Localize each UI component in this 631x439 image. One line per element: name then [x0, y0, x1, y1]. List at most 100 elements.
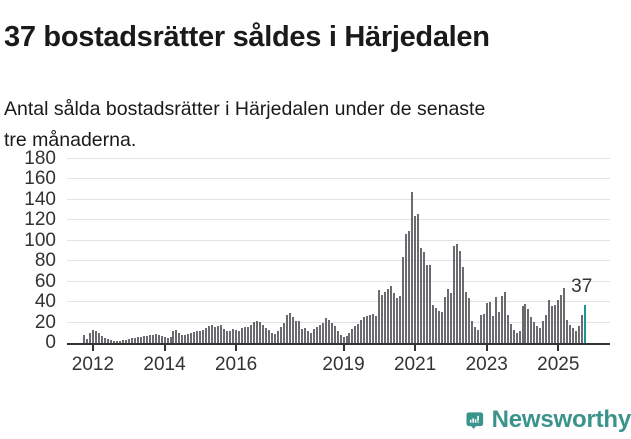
- bar: [491, 316, 494, 343]
- x-axis-tick-label: 2023: [465, 354, 508, 375]
- bar: [446, 288, 449, 343]
- bar: [312, 328, 315, 343]
- bar: [357, 323, 360, 343]
- bar: [366, 316, 369, 343]
- bar: [178, 332, 181, 343]
- bar: [181, 334, 184, 343]
- bar: [94, 330, 97, 343]
- bar: [88, 332, 91, 343]
- bar: [420, 247, 423, 343]
- bar: [184, 334, 187, 343]
- gridline: [67, 260, 610, 262]
- bar: [127, 338, 130, 343]
- bar: [217, 325, 220, 343]
- x-axis-tick-label: 2012: [71, 354, 115, 375]
- bar: [172, 330, 175, 343]
- bar: [443, 297, 446, 343]
- chart-subtitle: Antal sålda bostadsrätter i Härjedalen u…: [4, 97, 486, 151]
- bar: [411, 191, 414, 343]
- bar: [545, 315, 548, 343]
- bar: [202, 329, 205, 343]
- bar: [500, 295, 503, 343]
- y-axis-tick-label: 40: [34, 291, 56, 313]
- bar: [196, 330, 199, 343]
- bar: [375, 316, 378, 343]
- bar: [154, 333, 157, 343]
- bar: [521, 306, 524, 343]
- bar: [497, 312, 500, 343]
- y-axis-tick-label: 180: [24, 148, 56, 169]
- bar: [261, 324, 264, 343]
- bar: [578, 325, 581, 343]
- bar: [369, 315, 372, 343]
- bar: [452, 245, 455, 343]
- bar: [118, 340, 121, 343]
- gridline: [67, 158, 610, 159]
- bar: [381, 294, 384, 343]
- bar: [566, 319, 569, 343]
- bar: [399, 295, 402, 343]
- bar: [336, 330, 339, 343]
- y-axis-tick-label: 20: [34, 311, 56, 333]
- bar: [250, 324, 253, 343]
- bar: [133, 337, 136, 343]
- bar: [166, 337, 169, 343]
- bar: [557, 300, 560, 343]
- bar: [288, 313, 291, 343]
- bar: [303, 327, 306, 343]
- bar: [515, 332, 518, 343]
- bar: [396, 298, 399, 343]
- bar: [354, 325, 357, 343]
- bar: [223, 328, 226, 343]
- y-axis-tick-label: 140: [24, 188, 56, 210]
- bar: [315, 326, 318, 343]
- x-axis-tick: [342, 345, 345, 351]
- bar: [563, 287, 566, 343]
- bar: [548, 300, 551, 343]
- bar-chart: 0 20 40 60 80 100 120 140 160 180 2012 2014 2016 201…: [0, 148, 631, 390]
- bar: [321, 322, 324, 343]
- bar: [414, 216, 417, 343]
- bar: [518, 330, 521, 343]
- bar: [267, 329, 270, 343]
- bar: [157, 334, 160, 343]
- bar: [124, 339, 127, 343]
- bar: [384, 291, 387, 343]
- bar: [432, 305, 434, 343]
- bar: [402, 257, 405, 343]
- bar: [539, 327, 542, 343]
- bar: [253, 321, 256, 343]
- latest-value-label: 37: [571, 276, 593, 298]
- bar: [85, 338, 88, 343]
- bar: [417, 214, 420, 343]
- bar: [429, 265, 432, 343]
- bar: [258, 321, 261, 343]
- x-axis-tick: [557, 345, 560, 351]
- bar: [112, 340, 115, 343]
- gridline: [67, 219, 610, 221]
- bar: [494, 297, 497, 343]
- bar: [449, 292, 452, 343]
- bar: [372, 314, 375, 343]
- x-axis-tick-label: 2019: [322, 354, 365, 375]
- bar: [524, 304, 527, 343]
- bar: [285, 315, 288, 343]
- bar: [342, 336, 345, 343]
- bar: [229, 330, 232, 343]
- gridline: [67, 280, 610, 282]
- bar: [581, 315, 584, 343]
- y-axis-tick-label: 120: [24, 209, 56, 231]
- x-axis-tick: [91, 345, 94, 351]
- y-axis-tick-label: 100: [24, 229, 56, 251]
- bar: [464, 291, 467, 343]
- bar: [139, 336, 142, 343]
- bar: [214, 326, 217, 343]
- bar: [256, 320, 258, 343]
- x-axis-tick-label: 2025: [537, 354, 580, 375]
- x-axis-tick: [163, 345, 166, 351]
- bar: [121, 339, 124, 343]
- bar: [100, 335, 103, 343]
- bar: [569, 324, 572, 343]
- newsworthy-branding: Newsworthy: [466, 401, 631, 439]
- bar: [109, 339, 112, 343]
